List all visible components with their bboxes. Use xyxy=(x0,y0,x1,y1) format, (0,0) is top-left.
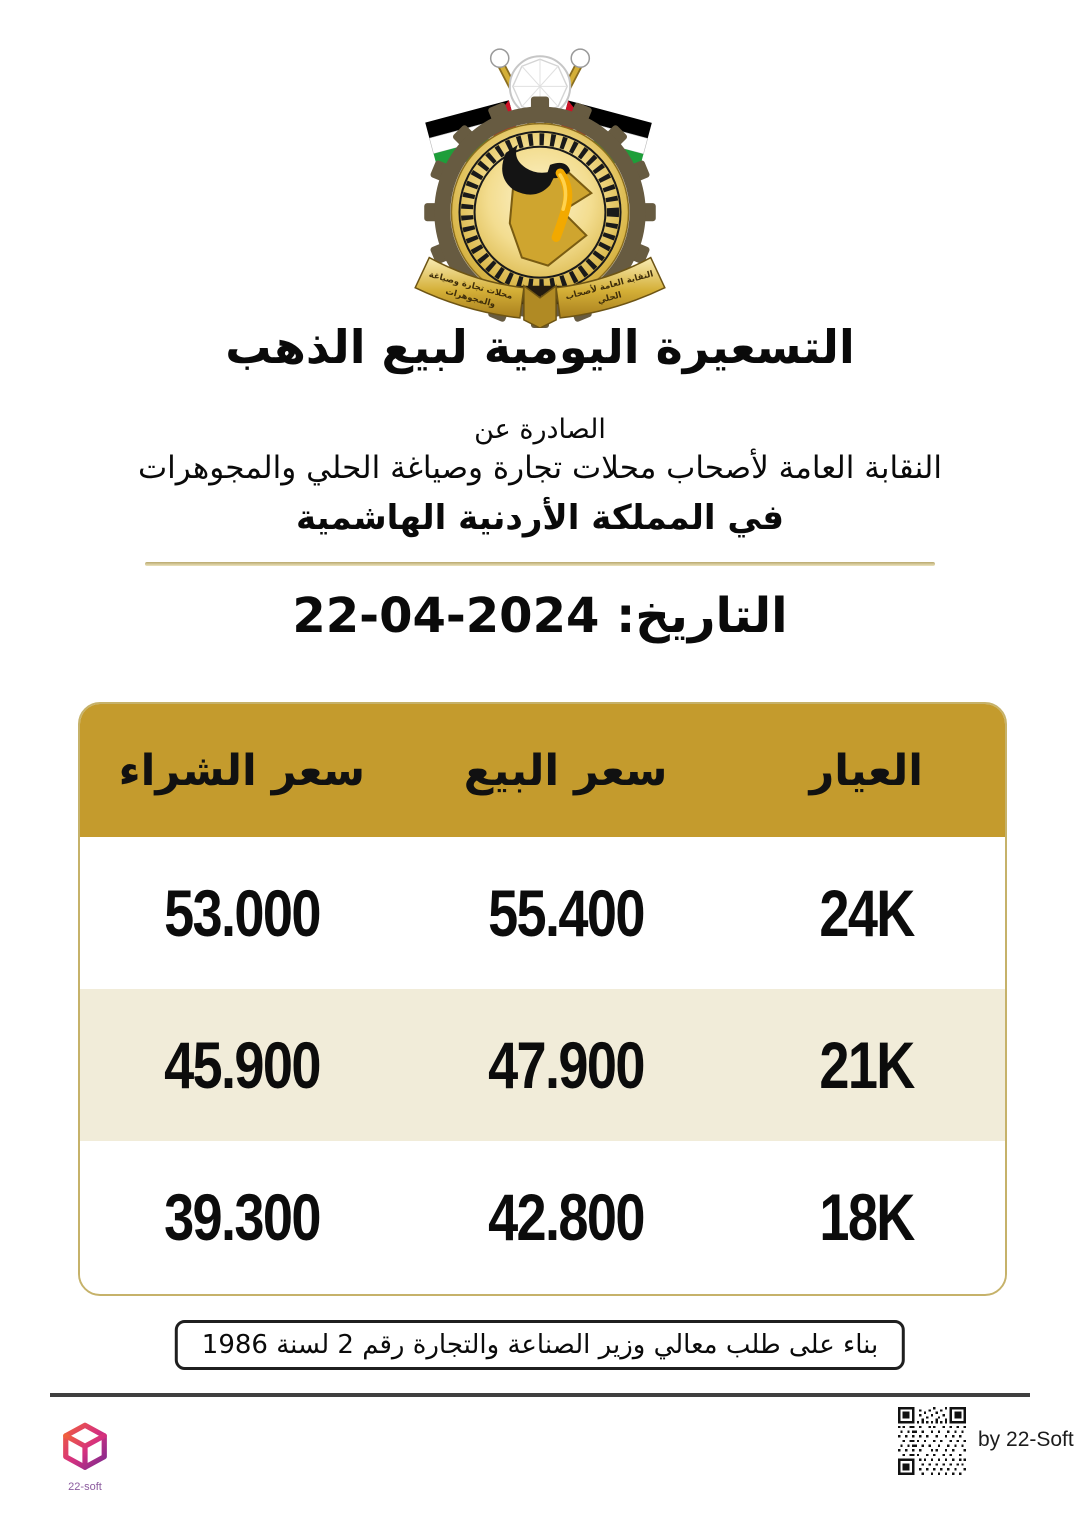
buy-price-value: 45.900 xyxy=(164,1028,321,1102)
sell-price-value: 47.900 xyxy=(487,1028,645,1102)
sell-price-value: 42.800 xyxy=(487,1180,645,1254)
karat-cell: 24K xyxy=(728,875,1006,951)
sell-price-value: 55.400 xyxy=(487,876,645,950)
syndicate-logo: تأسست 1972 النقابة العامة لأصحاب الحلي م… xyxy=(409,26,671,332)
brand-caption: 22-soft xyxy=(68,1481,102,1493)
karat-value: 24K xyxy=(819,876,915,950)
price-table: العيار سعر البيع سعر الشراء 24K 55.400 5… xyxy=(78,702,1007,1296)
legal-note: بناء على طلب معالي وزير الصناعة والتجارة… xyxy=(174,1320,906,1370)
country-line: في المملكة الأردنية الهاشمية xyxy=(295,498,785,538)
ribbon-banner-right: النقابة العامة لأصحاب الحلي xyxy=(555,256,666,319)
date-line: التاريخ: 22-04-2024 xyxy=(0,588,1080,644)
page-title: التسعيرة اليومية لبيع الذهب xyxy=(225,320,855,374)
gold-divider xyxy=(145,562,935,566)
brand-logo: 22-soft xyxy=(50,1420,120,1493)
date-value: 22-04-2024 xyxy=(292,588,600,644)
table-row-21k: 21K 47.900 45.900 xyxy=(80,989,1005,1141)
karat-value: 18K xyxy=(819,1180,915,1254)
table-row-18k: 18K 42.800 39.300 xyxy=(80,1141,1005,1293)
footer-divider xyxy=(50,1393,1030,1397)
buy-price-cell: 45.900 xyxy=(80,1027,404,1103)
karat-cell: 21K xyxy=(728,1027,1006,1103)
karat-cell: 18K xyxy=(728,1179,1006,1255)
header-sell-price: سعر البيع xyxy=(463,745,668,796)
cube-logo-icon xyxy=(63,1422,107,1470)
table-header-row: العيار سعر البيع سعر الشراء xyxy=(80,704,1005,837)
syndicate-logo-graphic: تأسست 1972 النقابة العامة لأصحاب الحلي م… xyxy=(414,48,666,329)
organization-line: النقابة العامة لأصحاب محلات تجارة وصياغة… xyxy=(137,450,942,486)
qr-caption: by 22-Soft xyxy=(978,1428,1074,1451)
qr-code-icon xyxy=(898,1407,966,1475)
sell-price-cell: 55.400 xyxy=(404,875,728,951)
buy-price-value: 39.300 xyxy=(164,1180,321,1254)
date-label: التاريخ: xyxy=(616,588,788,644)
karat-value: 21K xyxy=(819,1028,915,1102)
sell-price-cell: 47.900 xyxy=(404,1027,728,1103)
qr-code xyxy=(898,1407,966,1479)
issued-by-line: الصادرة عن xyxy=(474,414,606,445)
header-karat: العيار xyxy=(809,745,924,796)
sell-price-cell: 42.800 xyxy=(404,1179,728,1255)
table-row-24k: 24K 55.400 53.000 xyxy=(80,837,1005,989)
header-buy-price: سعر الشراء xyxy=(118,745,366,796)
buy-price-value: 53.000 xyxy=(164,876,321,950)
buy-price-cell: 39.300 xyxy=(80,1179,404,1255)
buy-price-cell: 53.000 xyxy=(80,875,404,951)
ribbon-knot xyxy=(523,284,557,329)
crucible-pouring-gold-icon xyxy=(502,144,573,242)
